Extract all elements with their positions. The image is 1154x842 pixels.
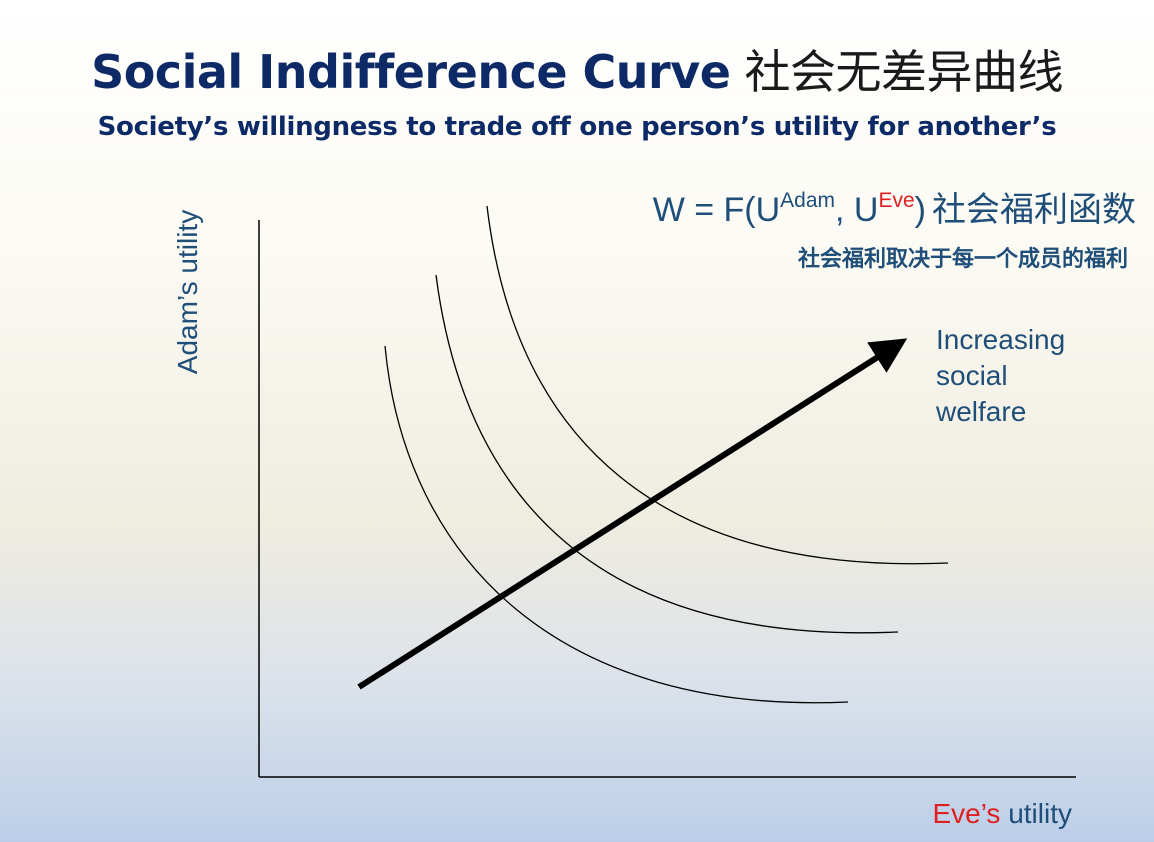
welfare-arrow [357,338,908,690]
formula-suffix: ) [914,191,926,229]
x-axis-label-rest: utility [1000,798,1072,829]
title-english: Social Indifference Curve [91,45,731,99]
arrow-label-line-2: social [936,360,1008,391]
formula-prefix: W = F(U [652,191,781,229]
arrow-label-line-1: Increasing [936,324,1066,355]
title-chinese: 社会无差异曲线 [744,45,1063,99]
mid-welfare-curve [435,274,899,634]
formula-adam-superscript: Adam [780,189,836,212]
x-axis-label: Eve’s utility [932,798,1072,830]
high-welfare-curve [486,205,949,565]
page-title: Social Indifference Curve 社会无差异曲线 [0,36,1154,102]
formula-chinese-label: 社会福利函数 [932,190,1136,230]
welfare-note: 社会福利取决于每一个成员的福利 [797,247,1128,272]
formula-separator: , U [835,191,879,229]
page-subtitle: Society’s willingness to trade off one p… [97,112,1057,142]
increasing-welfare-label: Increasing social welfare [936,322,1065,430]
arrow-label-line-3: welfare [936,396,1027,427]
x-axis-label-eve: Eve’s [932,798,1001,829]
welfare-function-formula: W = F(UAdam, UEve) 社会福利函数 [653,182,1136,231]
low-welfare-curve [384,345,849,704]
formula-eve-superscript: Eve [878,189,915,212]
